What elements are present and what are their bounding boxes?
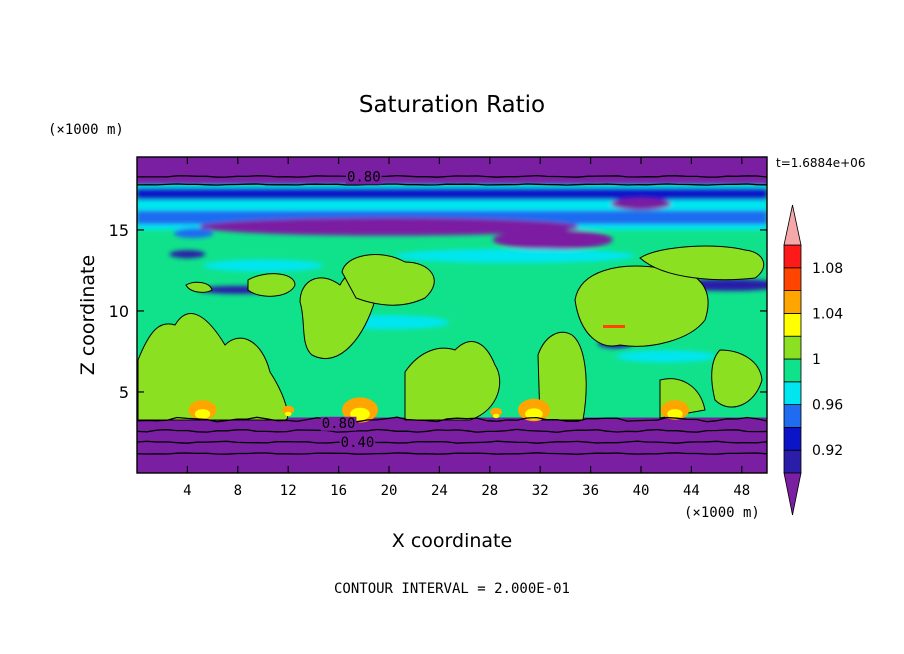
- colorbar-segment: [783, 312, 802, 337]
- y-axis-title: Z coordinate: [77, 255, 99, 375]
- contour-label: 0.80: [347, 169, 381, 185]
- colorbar-segment: [783, 449, 802, 474]
- contour-line-0.80-bottom: [137, 416, 767, 423]
- contour-label: 0.80: [322, 416, 356, 432]
- x-tick-label: 28: [481, 483, 498, 499]
- contour-label: 0.40: [341, 435, 375, 451]
- x-tick-label: 8: [234, 483, 242, 499]
- top-dry-band: [137, 157, 767, 185]
- y-unit-label: (×1000 m): [48, 122, 124, 138]
- colorbar-segment: [783, 404, 802, 428]
- x-axis: 4 8 12 16 20 24 28 32 36 40 44 48: [183, 157, 750, 499]
- y-tick-label: 5: [119, 383, 129, 402]
- x-tick-label: 36: [582, 483, 599, 499]
- contour-line-0.40: [137, 440, 767, 444]
- colorbar-segment: [783, 267, 802, 291]
- colorbar-segment: [783, 426, 802, 451]
- x-tick-label: 12: [280, 483, 297, 499]
- contour-fill-shapes: [137, 157, 767, 473]
- colorbar-label: 1.08: [812, 261, 843, 277]
- x-axis-title: X coordinate: [392, 530, 512, 552]
- time-label: t=1.6884e+06: [776, 156, 865, 170]
- x-tick-label: 48: [733, 483, 750, 499]
- x-unit-label: (×1000 m): [684, 505, 760, 521]
- colorbar-segment: [783, 244, 802, 269]
- colorbar-segment: [783, 290, 802, 314]
- colorbar-label: 1.04: [812, 306, 843, 322]
- hot-spots: [188, 325, 690, 423]
- x-tick-label: 40: [633, 483, 650, 499]
- y-axis: 5 10 15: [109, 221, 767, 402]
- contour-interval-footer: CONTOUR INTERVAL = 2.000E-01: [334, 581, 570, 597]
- y-tick-label: 10: [109, 302, 129, 321]
- plot-frame: [136, 156, 768, 474]
- contour-line-upper: [137, 183, 767, 186]
- contour-lines: [137, 174, 767, 455]
- contour-line-low: [137, 428, 767, 433]
- x-tick-label: 32: [532, 483, 549, 499]
- x-tick-label: 44: [683, 483, 700, 499]
- y-tick-label: 15: [109, 221, 129, 240]
- colorbar-label: 0.92: [812, 443, 843, 459]
- contour-line-0.80-top: [137, 174, 767, 178]
- plot-area: [137, 157, 767, 473]
- contour-line-lowest: [137, 452, 767, 455]
- colorbar-segment: [783, 381, 802, 405]
- colorbar-segment: [783, 335, 802, 360]
- x-tick-label: 16: [330, 483, 347, 499]
- colorbar-label: 1: [812, 352, 821, 368]
- colorbar-bottom-arrow: [783, 472, 802, 516]
- contour-labels: 0.80 0.80 0.40: [320, 169, 382, 451]
- bottom-dry-band: [137, 417, 767, 473]
- x-tick-label: 20: [381, 483, 398, 499]
- colorbar-segment: [783, 358, 802, 383]
- colorbar-top-arrow: [783, 204, 802, 246]
- colorbar: 1.08 1.04 1 0.96 0.92: [783, 204, 843, 516]
- x-tick-label: 4: [183, 483, 191, 499]
- colorbar-label: 0.96: [812, 398, 843, 414]
- chart-title: Saturation Ratio: [359, 92, 545, 118]
- x-tick-label: 24: [431, 483, 448, 499]
